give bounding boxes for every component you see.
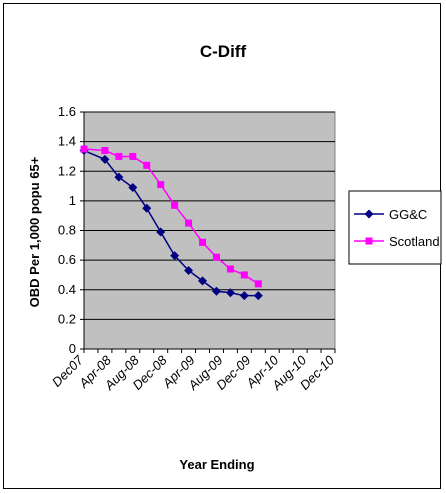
plot-area: 00.20.40.60.811.21.41.6Dec07Apr-08Aug-08… (49, 104, 338, 393)
y-tick-label: 1.4 (58, 134, 76, 149)
legend-box (348, 190, 442, 265)
y-tick-label: 0.8 (58, 223, 76, 238)
data-point (211, 286, 221, 296)
data-point (156, 227, 166, 237)
legend-label: GG&C (389, 207, 427, 222)
x-axis-label: Year Ending (179, 457, 254, 472)
y-tick-label: 1 (69, 193, 76, 208)
legend-marker (364, 209, 374, 219)
chart-title: C-Diff (200, 42, 247, 61)
data-point (129, 152, 137, 160)
data-point (170, 251, 180, 261)
data-point (185, 219, 193, 227)
data-point (157, 181, 165, 189)
y-tick-label: 0 (69, 341, 76, 356)
data-point (80, 145, 88, 153)
data-point (143, 161, 151, 169)
data-point (114, 172, 124, 182)
data-point (171, 201, 179, 209)
data-point (101, 147, 109, 155)
data-point (198, 276, 208, 286)
data-point (142, 203, 152, 213)
data-point (184, 265, 194, 275)
data-point (254, 280, 262, 288)
legend-marker (365, 237, 373, 245)
data-point (226, 265, 234, 273)
y-tick-label: 0.2 (58, 311, 76, 326)
data-point (253, 291, 263, 301)
data-point (100, 154, 110, 164)
legend-label: Scotland (389, 234, 440, 249)
data-point (225, 288, 235, 298)
data-point (239, 291, 249, 301)
y-tick-label: 1.2 (58, 163, 76, 178)
y-axis-label: OBD Per 1,000 popu 65+ (27, 156, 42, 307)
data-point (240, 271, 248, 279)
data-point (115, 152, 123, 160)
y-tick-label: 1.6 (58, 104, 76, 119)
y-tick-label: 0.4 (58, 282, 76, 297)
legend: GG&C Scotland (348, 190, 442, 265)
data-point (212, 253, 220, 261)
y-tick-label: 0.6 (58, 252, 76, 267)
data-point (199, 238, 207, 246)
data-point (128, 183, 138, 193)
